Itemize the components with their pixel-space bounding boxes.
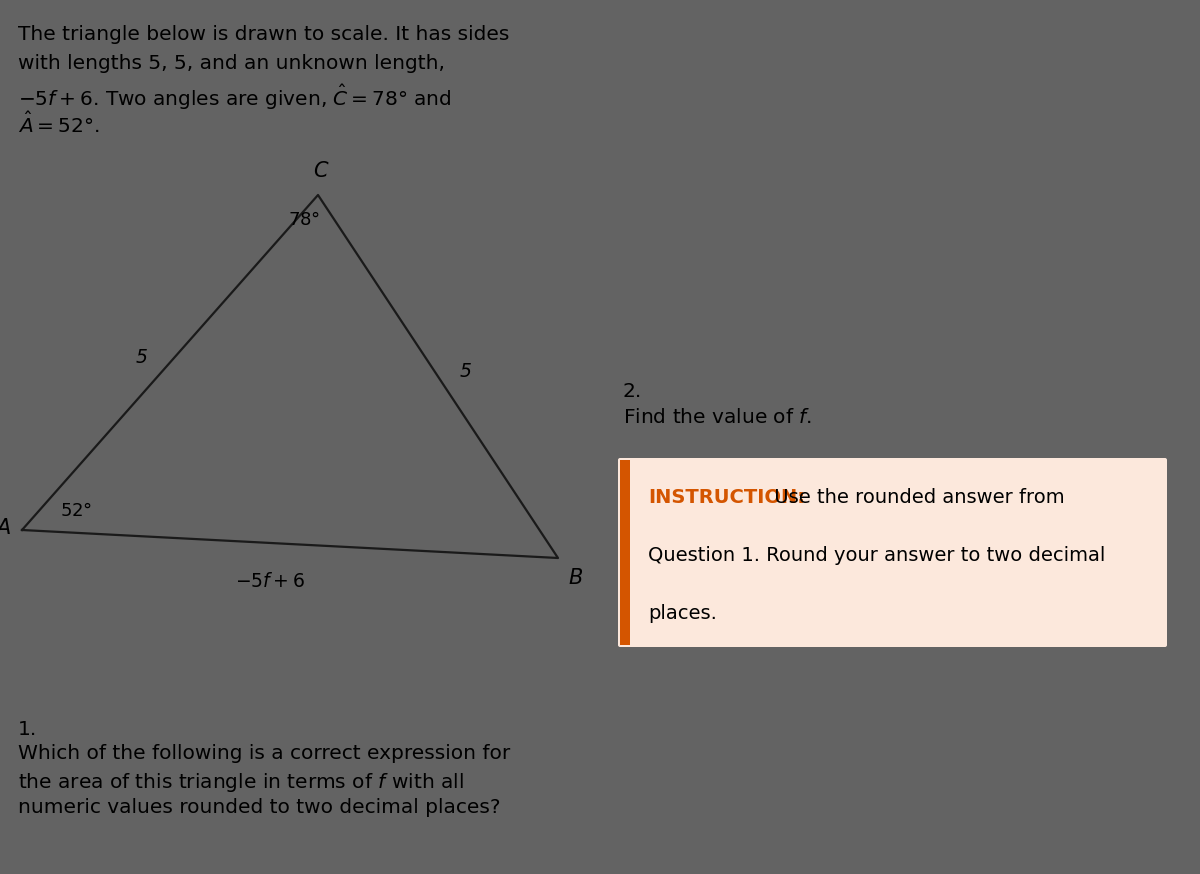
Text: 5: 5 [460, 362, 472, 381]
Text: $-5f+6$: $-5f+6$ [235, 572, 305, 591]
Text: B: B [568, 568, 582, 588]
Text: places.: places. [648, 604, 716, 623]
Text: $-5f + 6$. Two angles are given, $\hat{C} = 78°$ and: $-5f + 6$. Two angles are given, $\hat{C… [18, 83, 451, 112]
Text: the area of this triangle in terms of $f$ with all: the area of this triangle in terms of $f… [18, 771, 463, 794]
FancyBboxPatch shape [618, 458, 1166, 647]
Bar [620, 460, 630, 645]
Text: Which of the following is a correct expression for: Which of the following is a correct expr… [18, 744, 510, 763]
Text: 2.: 2. [623, 382, 642, 401]
Text: $52°$: $52°$ [60, 502, 92, 520]
Text: INSTRUCTION:: INSTRUCTION: [648, 488, 805, 507]
Text: C: C [313, 161, 328, 181]
Text: 1.: 1. [18, 720, 37, 739]
Text: 5: 5 [136, 348, 148, 367]
Text: The triangle below is drawn to scale. It has sides: The triangle below is drawn to scale. It… [18, 25, 509, 44]
Text: with lengths 5, 5, and an unknown length,: with lengths 5, 5, and an unknown length… [18, 54, 445, 73]
Text: numeric values rounded to two decimal places?: numeric values rounded to two decimal pl… [18, 798, 500, 817]
Text: $\hat{A} = 52°$.: $\hat{A} = 52°$. [18, 112, 100, 137]
Text: Find the value of $f$.: Find the value of $f$. [623, 408, 812, 427]
Text: $78°$: $78°$ [288, 211, 320, 229]
Text: Question 1. Round your answer to two decimal: Question 1. Round your answer to two dec… [648, 546, 1105, 565]
Text: A: A [0, 518, 10, 538]
Text: Use the rounded answer from: Use the rounded answer from [768, 488, 1064, 507]
